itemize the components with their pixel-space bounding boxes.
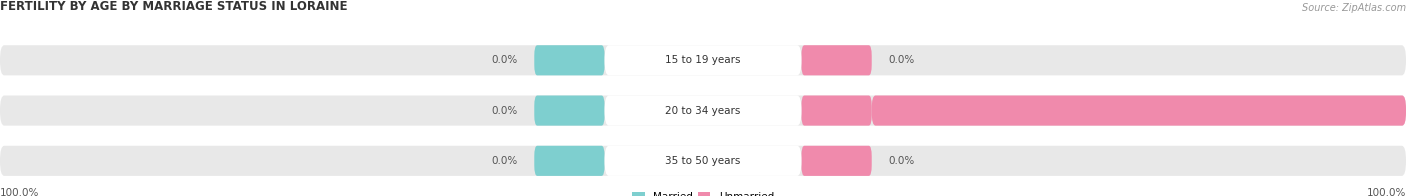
- FancyBboxPatch shape: [801, 146, 872, 176]
- Text: 0.0%: 0.0%: [889, 55, 915, 65]
- Text: 0.0%: 0.0%: [889, 156, 915, 166]
- FancyBboxPatch shape: [534, 45, 605, 75]
- Text: 0.0%: 0.0%: [491, 55, 517, 65]
- Text: Source: ZipAtlas.com: Source: ZipAtlas.com: [1302, 3, 1406, 13]
- Text: 0.0%: 0.0%: [491, 156, 517, 166]
- Text: 100.0%: 100.0%: [1367, 189, 1406, 196]
- FancyBboxPatch shape: [801, 45, 872, 75]
- FancyBboxPatch shape: [0, 95, 1406, 126]
- Text: 15 to 19 years: 15 to 19 years: [665, 55, 741, 65]
- Text: 100.0%: 100.0%: [0, 189, 39, 196]
- Text: 0.0%: 0.0%: [491, 106, 517, 116]
- FancyBboxPatch shape: [605, 45, 801, 75]
- FancyBboxPatch shape: [872, 95, 1406, 126]
- FancyBboxPatch shape: [801, 95, 872, 126]
- FancyBboxPatch shape: [0, 146, 1406, 176]
- FancyBboxPatch shape: [605, 146, 801, 176]
- Legend: Married, Unmarried: Married, Unmarried: [628, 188, 778, 196]
- Text: 35 to 50 years: 35 to 50 years: [665, 156, 741, 166]
- FancyBboxPatch shape: [0, 45, 1406, 75]
- FancyBboxPatch shape: [605, 95, 801, 126]
- Text: 20 to 34 years: 20 to 34 years: [665, 106, 741, 116]
- FancyBboxPatch shape: [534, 95, 605, 126]
- FancyBboxPatch shape: [534, 146, 605, 176]
- Text: FERTILITY BY AGE BY MARRIAGE STATUS IN LORAINE: FERTILITY BY AGE BY MARRIAGE STATUS IN L…: [0, 0, 347, 13]
